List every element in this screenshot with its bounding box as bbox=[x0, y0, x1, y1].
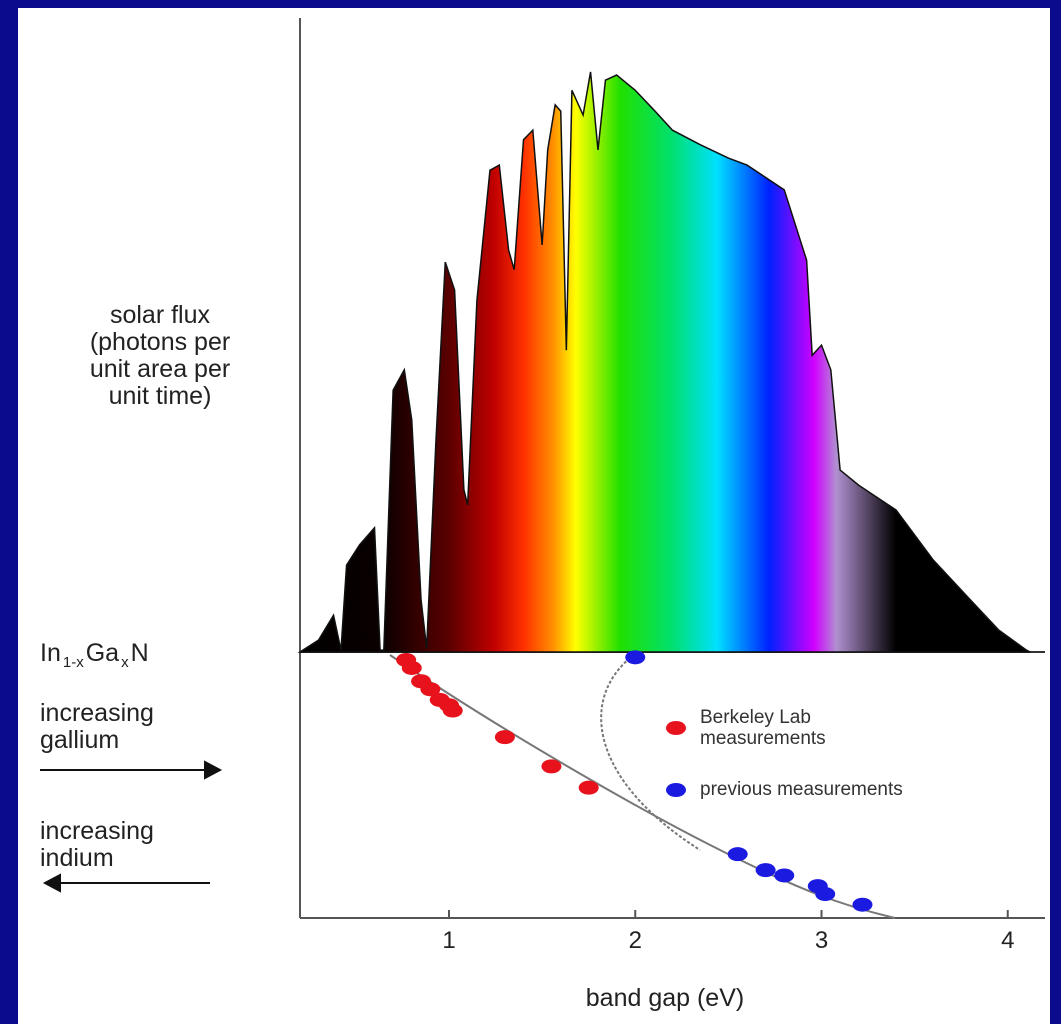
x-axis-label: band gap (eV) bbox=[585, 984, 745, 1012]
x-tick-label: 1 bbox=[442, 927, 455, 954]
data-point bbox=[578, 780, 599, 795]
data-point bbox=[774, 868, 795, 883]
data-point bbox=[442, 703, 463, 718]
gallium-label: increasing gallium bbox=[40, 699, 154, 754]
data-point bbox=[625, 650, 646, 665]
data-point bbox=[727, 847, 748, 862]
old-fit-curve bbox=[600, 657, 701, 851]
fit-curve bbox=[389, 654, 896, 919]
data-point bbox=[755, 863, 776, 878]
data-point bbox=[420, 682, 441, 697]
material-subscript: 1-x bbox=[62, 654, 84, 671]
material-text: N bbox=[130, 639, 149, 667]
indium-label: increasing indium bbox=[40, 817, 154, 872]
x-tick-label: 3 bbox=[815, 927, 828, 954]
x-tick-label: 2 bbox=[629, 927, 642, 954]
legend-label: previous measurements bbox=[700, 779, 903, 800]
legend-marker bbox=[666, 783, 686, 797]
arrow-right bbox=[40, 760, 223, 780]
material-subscript: x bbox=[121, 654, 129, 671]
material-text: Ga bbox=[85, 639, 120, 667]
data-point bbox=[401, 660, 422, 675]
material-label: In 1-xGa xN bbox=[40, 640, 149, 676]
x-tick-label: 4 bbox=[1001, 927, 1014, 954]
arrow-left bbox=[42, 873, 210, 893]
data-point bbox=[815, 887, 836, 902]
data-point bbox=[494, 730, 515, 745]
spectrum-area bbox=[297, 71, 1031, 653]
data-point bbox=[541, 759, 562, 774]
material-text: In bbox=[40, 639, 61, 667]
y-axis-label: solar flux (photons per unit area per un… bbox=[89, 301, 231, 410]
data-point bbox=[852, 897, 873, 912]
legend-label: Berkeley Lab measurements bbox=[700, 707, 826, 749]
legend-marker bbox=[666, 721, 686, 735]
